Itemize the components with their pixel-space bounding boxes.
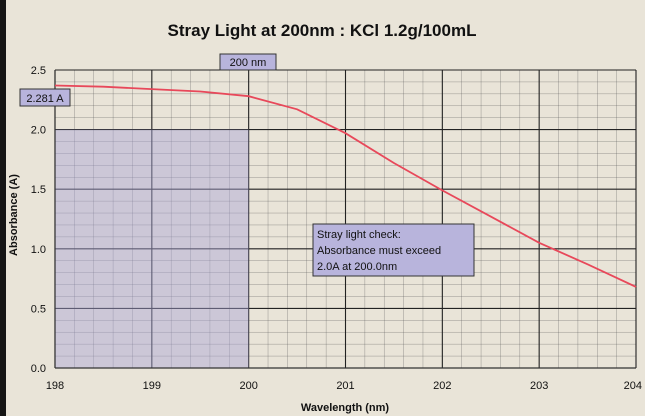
x-axis-label: Wavelength (nm) — [301, 402, 390, 414]
series-group — [54, 84, 637, 288]
marker-y-label: 2.281 A — [26, 93, 64, 105]
y-tick-label: 2.5 — [31, 65, 46, 77]
x-tick-label: 201 — [336, 380, 354, 392]
x-tick-label: 203 — [530, 380, 548, 392]
shaded-region-group — [55, 129, 249, 368]
frame-border — [0, 0, 6, 416]
stray-light-note: Stray light check: Absorbance must excee… — [312, 223, 475, 277]
chart-title: Stray Light at 200nm : KCl 1.2g/100mL — [168, 21, 477, 40]
y-tick-label: 1.0 — [31, 244, 46, 256]
marker-x-label: 200 nm — [230, 57, 267, 69]
shaded-region — [55, 129, 249, 368]
note-line-3: 2.0A at 200.0nm — [317, 261, 397, 273]
y-tick-labels: 0.0 0.5 1.0 1.5 2.0 2.5 — [31, 65, 46, 375]
x-tick-label: 202 — [433, 380, 451, 392]
marker-y-box — [19, 88, 71, 107]
y-tick-label: 1.5 — [31, 184, 46, 196]
marker-x-annotation: 200 nm — [219, 53, 277, 71]
note-line-1: Stray light check: — [317, 229, 401, 241]
note-line-2: Absorbance must exceed — [317, 245, 441, 257]
marker-y-annotation: 2.281 A — [19, 88, 71, 107]
x-tick-labels: 198 199 200 201 202 203 204 — [46, 380, 642, 392]
y-tick-label: 0.5 — [31, 303, 46, 315]
marker-x-box — [219, 53, 277, 71]
absorbance-line — [54, 84, 637, 288]
x-tick-label: 198 — [46, 380, 64, 392]
y-tick-label: 0.0 — [31, 363, 46, 375]
x-tick-label: 200 — [239, 380, 257, 392]
note-box — [312, 223, 475, 277]
y-tick-label: 2.0 — [31, 125, 46, 137]
x-tick-label: 204 — [624, 380, 642, 392]
y-axis-label: Absorbance (A) — [8, 174, 20, 256]
x-tick-label: 199 — [143, 380, 161, 392]
